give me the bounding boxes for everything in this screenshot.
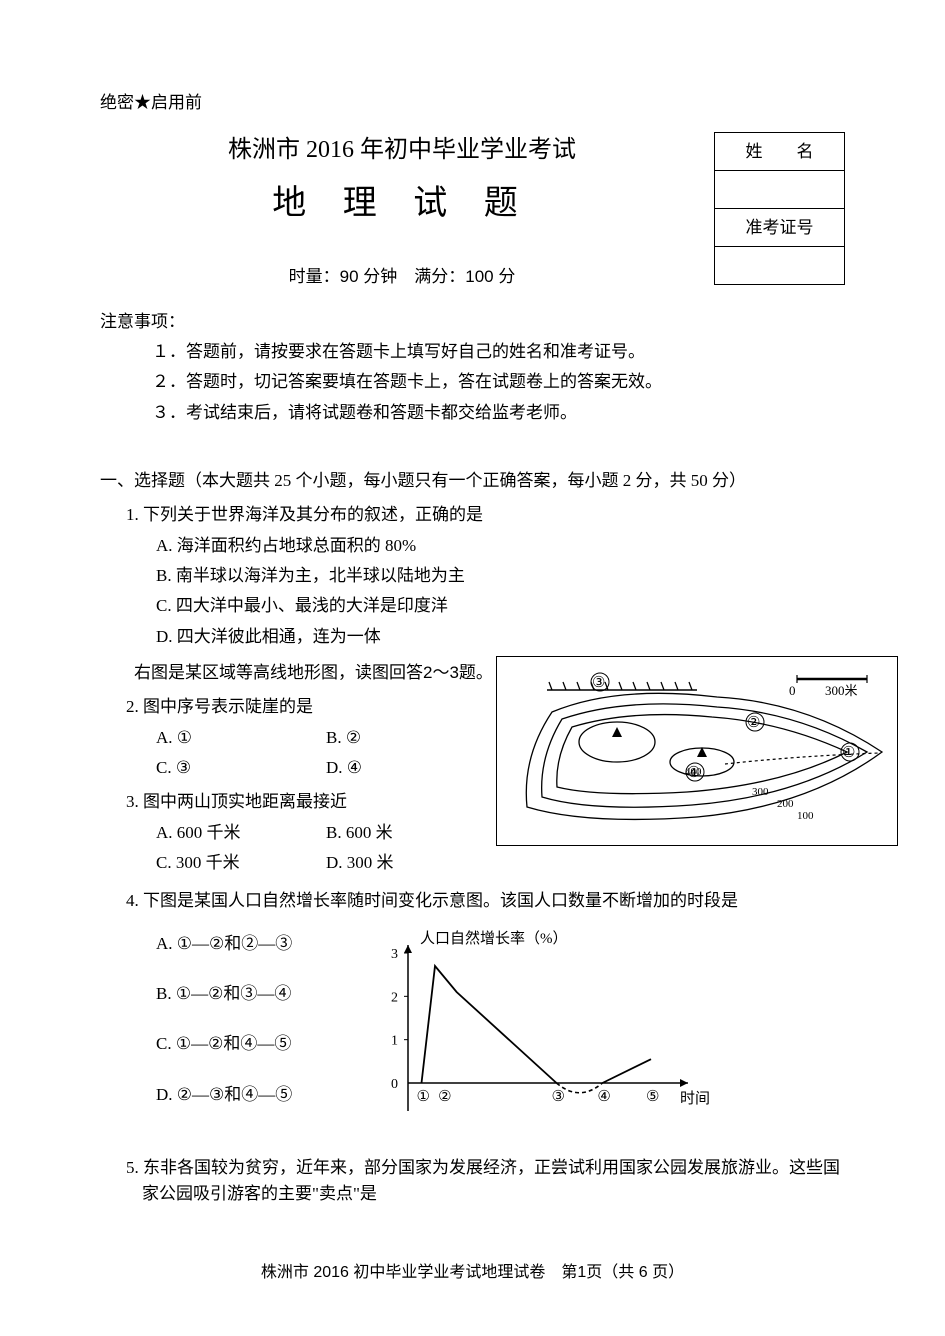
secrecy-label: 绝密★启用前 — [100, 90, 845, 116]
id-label: 准考证号 — [715, 209, 845, 247]
q1-opt-d: D. 四大洋彼此相通，连为一体 — [156, 624, 845, 650]
svg-text:时间: 时间 — [680, 1090, 710, 1107]
notes-item-1: １．答题前，请按要求在答题卡上填写好自己的姓名和准考证号。 — [152, 339, 845, 365]
q3-opt-d: D. 300 米 — [326, 850, 496, 876]
title-block: 株洲市 2016 年初中毕业学业考试 地 理 试 题 时量：90 分钟 满分：1… — [100, 126, 704, 290]
page-footer: 株洲市 2016 初中毕业学业考试地理试卷 第1页（共 6 页） — [0, 1261, 945, 1286]
q2-opts-1: A. ① B. ② — [156, 725, 496, 751]
q1-opt-c: C. 四大洋中最小、最浅的大洋是印度洋 — [156, 593, 845, 619]
q3-opts-1: A. 600 千米 B. 600 米 — [156, 820, 496, 846]
svg-text:0: 0 — [789, 683, 796, 698]
svg-text:④: ④ — [597, 1089, 610, 1105]
growth-figure: 0 1 2 3 人口自然增长率（%） 时间 ①② ③ ④ ⑤ — [360, 923, 720, 1141]
q2-opt-d: D. ④ — [326, 755, 496, 781]
svg-text:3: 3 — [391, 947, 398, 962]
q2-opt-a: A. ① — [156, 725, 326, 751]
svg-text:③: ③ — [552, 1089, 565, 1105]
name-field[interactable] — [715, 171, 845, 209]
svg-text:①: ① — [417, 1089, 430, 1105]
q3-opt-b: B. 600 米 — [326, 820, 496, 846]
svg-text:人口自然增长率（%）: 人口自然增长率（%） — [420, 930, 568, 947]
q2-opt-c: C. ③ — [156, 755, 326, 781]
header-row: 株洲市 2016 年初中毕业学业考试 地 理 试 题 时量：90 分钟 满分：1… — [100, 126, 845, 290]
q4-opt-a: A. ①—②和②—③ — [156, 931, 360, 957]
q23-block: 右图是某区域等高线地形图，读图回答2～3题。 2. 图中序号表示陡崖的是 A. … — [100, 650, 845, 876]
q4-opt-b: B. ①—②和③—④ — [156, 981, 360, 1007]
name-label: 姓 名 — [715, 133, 845, 171]
svg-text:0: 0 — [391, 1077, 398, 1092]
svg-text:200: 200 — [777, 798, 794, 810]
info-box: 姓 名 准考证号 — [714, 132, 845, 285]
section-title: 一、选择题（本大题共 25 个小题，每小题只有一个正确答案，每小题 2 分，共 … — [100, 468, 845, 494]
q4-opts: A. ①—②和②—③ B. ①—②和③—④ C. ①—②和④—⑤ D. ②—③和… — [100, 923, 360, 1108]
q1-opt-a: A. 海洋面积约占地球总面积的 80% — [156, 533, 845, 559]
q3-stem: 3. 图中两山顶实地距离最接近 — [126, 789, 496, 815]
id-field[interactable] — [715, 247, 845, 285]
q2-opts-2: C. ③ D. ④ — [156, 755, 496, 781]
time-score: 时量：90 分钟 满分：100 分 — [100, 264, 704, 290]
section-desc: （本大题共 25 个小题，每小题只有一个正确答案，每小题 2 分，共 50 分） — [185, 471, 746, 490]
notes-title: 注意事项： — [100, 309, 845, 335]
q5-stem: 5. 东非各国较为贫穷，近年来，部分国家为发展经济，正尝试利用国家公园发展旅游业… — [126, 1155, 845, 1208]
q3-opts-2: C. 300 千米 D. 300 米 — [156, 850, 496, 876]
growth-svg: 0 1 2 3 人口自然增长率（%） 时间 ①② ③ ④ ⑤ — [360, 923, 720, 1133]
q4-opt-d: D. ②—③和④—⑤ — [156, 1082, 360, 1108]
contour-svg: 0300米③②④①400300200100 — [497, 657, 897, 837]
q1-opt-b: B. 南半球以海洋为主，北半球以陆地为主 — [156, 563, 845, 589]
main-title: 株洲市 2016 年初中毕业学业考试 — [100, 132, 704, 169]
svg-text:300: 300 — [752, 786, 769, 798]
section-label: 一、选择题 — [100, 471, 185, 490]
q3-opt-c: C. 300 千米 — [156, 850, 326, 876]
svg-text:100: 100 — [797, 810, 814, 822]
q4-opt-c: C. ①—②和④—⑤ — [156, 1031, 360, 1057]
contour-figure: 0300米③②④①400300200100 — [496, 656, 898, 846]
q4-wrap: A. ①—②和②—③ B. ①—②和③—④ C. ①—②和④—⑤ D. ②—③和… — [100, 923, 845, 1141]
q1-stem: 1. 下列关于世界海洋及其分布的叙述，正确的是 — [126, 502, 845, 528]
q2-opt-b: B. ② — [326, 725, 496, 751]
svg-text:⑤: ⑤ — [646, 1089, 659, 1105]
q23-left: 右图是某区域等高线地形图，读图回答2～3题。 2. 图中序号表示陡崖的是 A. … — [100, 650, 496, 876]
q3-opt-a: A. 600 千米 — [156, 820, 326, 846]
svg-text:2: 2 — [391, 990, 398, 1005]
notes-item-3: ３．考试结束后，请将试题卷和答题卡都交给监考老师。 — [152, 400, 845, 426]
q2-stem: 2. 图中序号表示陡崖的是 — [126, 694, 496, 720]
notes-item-2: ２．答题时，切记答案要填在答题卡上，答在试题卷上的答案无效。 — [152, 369, 845, 395]
q4-stem: 4. 下图是某国人口自然增长率随时间变化示意图。该国人口数量不断增加的时段是 — [126, 888, 845, 914]
svg-text:300米: 300米 — [825, 683, 858, 698]
svg-text:1: 1 — [391, 1033, 398, 1048]
svg-text:②: ② — [438, 1089, 451, 1105]
q23-intro: 右图是某区域等高线地形图，读图回答2～3题。 — [100, 660, 496, 686]
sub-title: 地 理 试 题 — [100, 178, 704, 231]
svg-text:400: 400 — [685, 766, 702, 778]
